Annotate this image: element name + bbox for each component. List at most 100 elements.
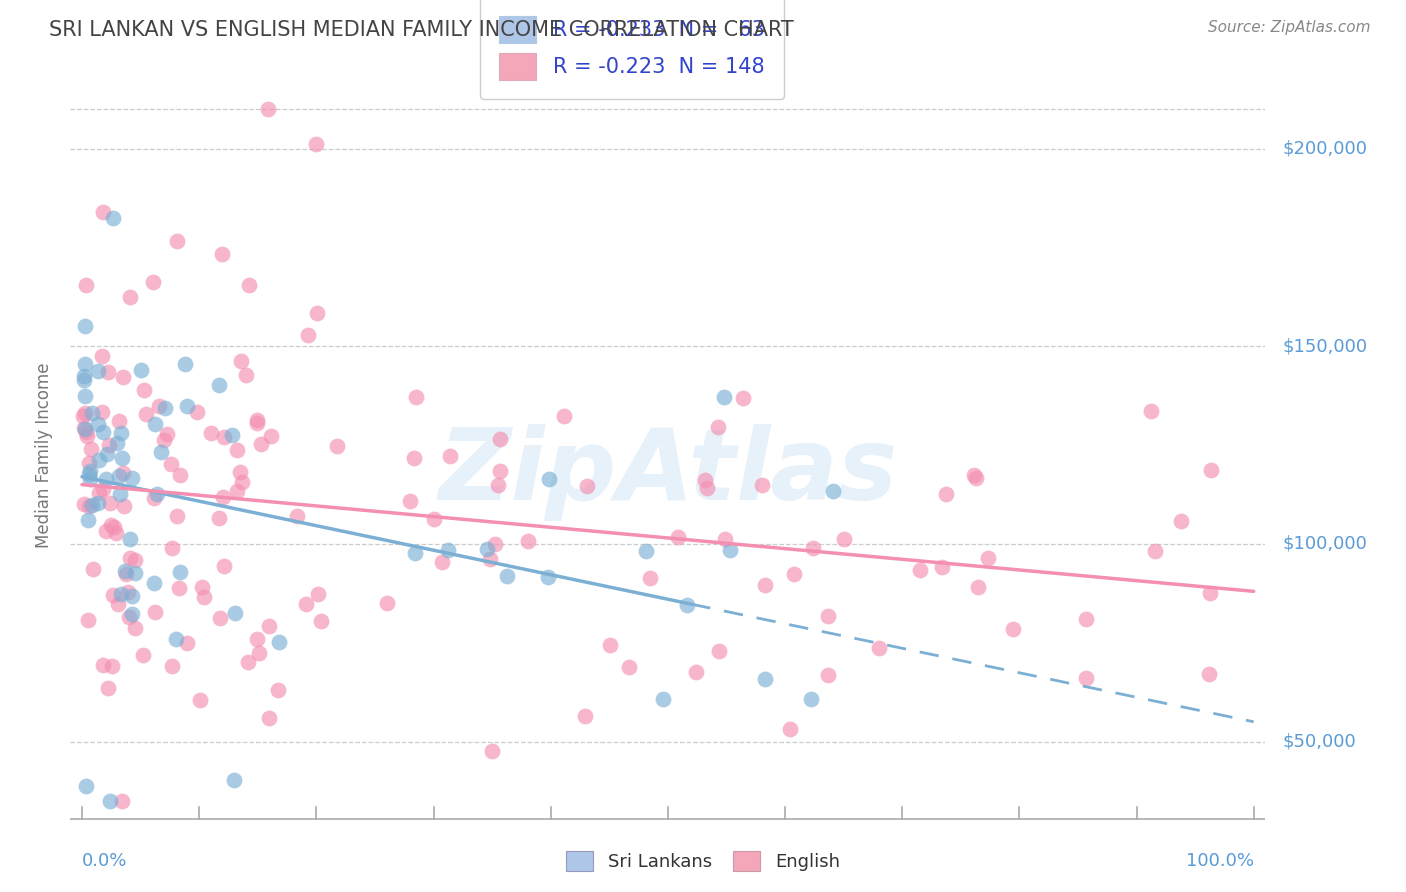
Point (696, 481, 718, 495)
Point (709, 644, 731, 658)
Point (235, 368, 257, 383)
Point (75, 779, 97, 793)
Point (257, 102, 280, 116)
Point (668, 530, 690, 544)
Point (1144, 543, 1167, 558)
Point (297, 327, 319, 342)
Point (160, 659, 183, 673)
Point (91, 425, 114, 439)
Point (148, 399, 170, 413)
Point (146, 487, 169, 501)
Point (107, 597, 129, 611)
Point (207, 510, 229, 524)
Point (87, 417, 110, 431)
Point (294, 597, 316, 611)
Point (120, 550, 142, 565)
Point (80, 442, 103, 457)
Legend: Sri Lankans, English: Sri Lankans, English (558, 844, 848, 879)
Point (307, 587, 329, 601)
Point (150, 445, 173, 459)
Point (484, 537, 506, 551)
Point (77, 513, 100, 527)
Point (1140, 404, 1163, 418)
Point (695, 473, 717, 487)
Point (245, 412, 267, 426)
Point (135, 407, 157, 421)
Text: 0.0%: 0.0% (82, 852, 128, 871)
Text: $200,000: $200,000 (1284, 139, 1368, 158)
Text: $100,000: $100,000 (1284, 535, 1368, 553)
Point (165, 632, 187, 646)
Point (124, 553, 146, 567)
Point (132, 383, 155, 397)
Point (404, 450, 426, 465)
Point (285, 508, 308, 523)
Point (117, 585, 139, 599)
Point (399, 493, 422, 508)
Point (733, 392, 755, 406)
Point (200, 426, 222, 441)
Point (167, 581, 190, 595)
Point (817, 667, 839, 681)
Point (259, 711, 281, 725)
Point (90, 349, 112, 363)
Point (517, 534, 540, 549)
Point (977, 551, 1000, 566)
Point (112, 500, 135, 514)
Point (153, 434, 176, 448)
Point (1076, 671, 1098, 685)
Point (225, 443, 247, 458)
Point (73, 421, 96, 435)
Point (91, 405, 114, 419)
Point (77, 613, 100, 627)
Point (143, 605, 166, 619)
Point (260, 429, 283, 443)
Point (186, 405, 208, 419)
Point (118, 533, 141, 547)
Point (100, 518, 122, 533)
Point (132, 648, 155, 662)
Point (73, 368, 96, 383)
Point (114, 564, 136, 578)
Text: $50,000: $50,000 (1284, 732, 1357, 750)
Point (80, 498, 103, 512)
Point (89, 485, 111, 500)
Point (110, 587, 132, 601)
Point (162, 541, 184, 555)
Point (73, 497, 96, 511)
Point (267, 682, 290, 697)
Point (75, 278, 97, 293)
Point (250, 437, 273, 451)
Point (82, 407, 104, 421)
Text: Median Family Income: Median Family Income (35, 362, 53, 548)
Point (231, 475, 253, 489)
Point (73, 318, 96, 333)
Point (72, 409, 94, 423)
Point (779, 722, 801, 736)
Point (166, 509, 188, 524)
Point (73, 389, 96, 403)
Point (101, 588, 124, 602)
Point (108, 486, 131, 500)
Point (209, 611, 232, 625)
Point (111, 794, 134, 808)
Point (169, 467, 191, 482)
Point (212, 430, 235, 444)
Point (193, 590, 215, 604)
Point (75, 425, 97, 439)
Point (754, 672, 776, 686)
Point (432, 555, 454, 569)
Point (963, 467, 986, 482)
Point (247, 646, 270, 660)
Point (537, 570, 560, 584)
Point (1201, 463, 1223, 477)
Point (475, 541, 498, 556)
Point (868, 640, 890, 655)
Point (640, 571, 662, 585)
Point (111, 450, 134, 465)
Point (685, 665, 707, 680)
Point (1076, 612, 1098, 626)
Point (96, 447, 118, 461)
Point (965, 470, 987, 484)
Point (97, 681, 120, 696)
